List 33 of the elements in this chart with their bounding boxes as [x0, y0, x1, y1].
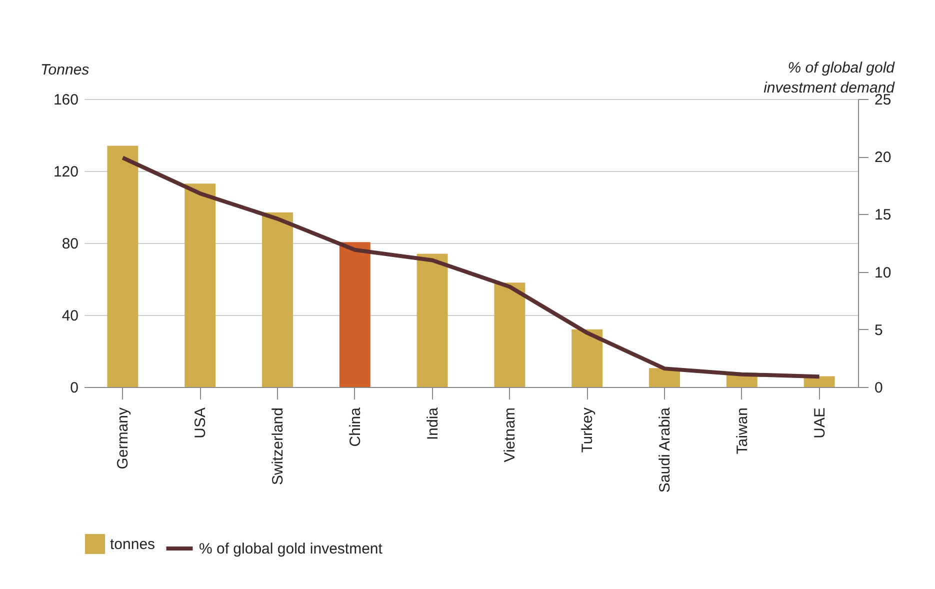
y2-tick-label: 10 [874, 264, 892, 282]
y-tick-label: 120 [53, 164, 78, 180]
y-tick-label: 160 [53, 92, 78, 108]
bar [262, 212, 293, 387]
legend-label: % of global gold investment [199, 540, 384, 558]
y2-tick-label: 0 [874, 380, 883, 396]
x-tick-label: Germany [114, 407, 132, 470]
bar [649, 368, 680, 387]
bar [339, 242, 370, 387]
x-tick-label: USA [192, 408, 210, 438]
y2-tick-label: 5 [874, 322, 883, 339]
x-tick-label: Saudi Arabia [656, 406, 674, 493]
x-tick-label: Taiwan [734, 408, 751, 454]
line-series [120, 156, 822, 379]
y-tick-label: 0 [70, 380, 78, 396]
bar [494, 282, 526, 387]
x-tick-label: UAE [811, 408, 828, 438]
bar [572, 329, 603, 387]
y-tick-label: 80 [62, 236, 78, 252]
bar [107, 146, 138, 387]
bar [184, 184, 216, 387]
y-tick-label: 40 [62, 308, 78, 324]
x-tick-label: Switzerland [270, 408, 286, 486]
x-tick-label: China [346, 406, 364, 447]
y2-tick-label: 25 [874, 92, 892, 108]
x-tick-label: India [424, 406, 442, 440]
y-axis-title: Tonnes [40, 62, 90, 78]
legend-label: tonnes [110, 536, 156, 553]
y2-tick-label: 20 [874, 149, 892, 166]
x-tick-label: Turkey [579, 407, 596, 453]
x-tick-label: Vietnam [502, 408, 519, 462]
y2-tick-label: 15 [874, 206, 892, 224]
bar [416, 254, 448, 387]
